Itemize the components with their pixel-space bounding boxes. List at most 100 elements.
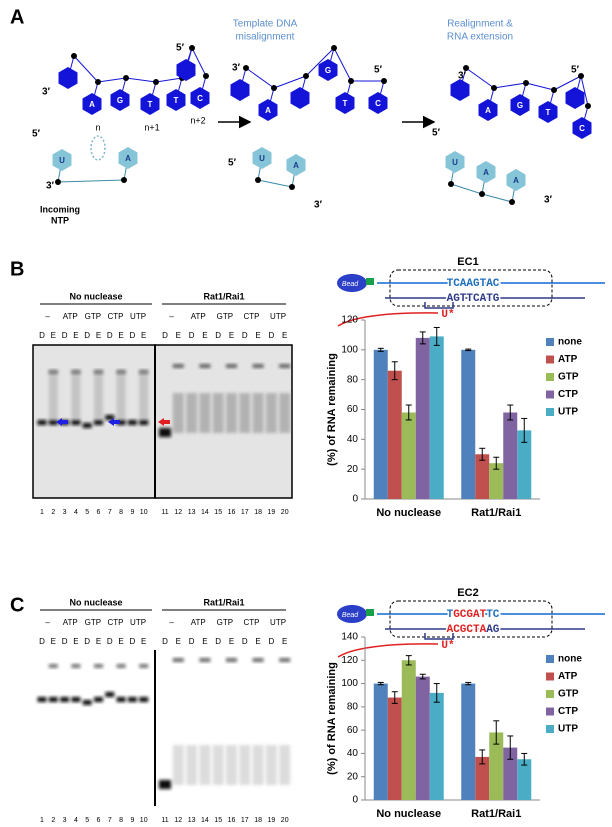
backbone [73, 55, 99, 83]
sequence: TGCGATTC [447, 609, 500, 621]
band [199, 658, 211, 662]
smear [279, 745, 291, 785]
treatment-label: CTP [243, 618, 259, 627]
step-label: misalignment [236, 32, 295, 43]
lane-type: D [84, 331, 90, 340]
bar [373, 349, 388, 499]
panel-label: B [10, 258, 24, 280]
dashed-box [389, 269, 553, 307]
treatment-label: CTP [243, 312, 259, 321]
base-letter: C [579, 124, 585, 133]
lane-number: 10 [140, 509, 148, 516]
strand-end: 3′ [458, 71, 467, 82]
y-axis-label: (%) of RNA remaining [326, 662, 338, 775]
lane-number: 13 [188, 817, 196, 824]
panel-label: A [10, 6, 24, 28]
base-letter: G [325, 66, 331, 75]
sequence-segment: ACGCTA [447, 624, 487, 636]
linker [366, 278, 374, 285]
nucleotide [478, 99, 498, 121]
lane-number: 20 [281, 817, 289, 824]
strand-end: 3′ [314, 200, 323, 211]
bar [517, 759, 532, 800]
legend-label: GTP [558, 372, 579, 383]
step-label: RNA extension [447, 32, 513, 43]
backbone [525, 82, 555, 91]
phosphate [348, 78, 354, 84]
smear [212, 393, 224, 433]
base-letter: C [197, 94, 203, 103]
lane-number: 12 [174, 509, 182, 516]
lane-number: 8 [119, 817, 123, 824]
bead [337, 605, 367, 623]
marker-arrow [158, 418, 170, 426]
gel-group: No nuclease [69, 597, 122, 607]
treatment-label: ATP [191, 618, 206, 627]
nucleotide [476, 161, 496, 183]
lane-type: D [162, 331, 168, 340]
bar [475, 756, 490, 800]
y-tick-label: 100 [341, 678, 358, 689]
x-tick-label: No nuclease [376, 507, 441, 519]
legend-label: GTP [558, 689, 579, 700]
sequence: AGTTCATG [447, 293, 500, 305]
treatment-label: CTP [107, 618, 123, 627]
band [71, 420, 81, 425]
strand-end: 5′ [571, 65, 580, 76]
base-letter: T [148, 100, 153, 109]
gel-group: Rat1/Rai1 [203, 291, 244, 301]
strand-end: 5′ [228, 158, 237, 169]
smear [139, 370, 149, 420]
lane-type: D [107, 637, 113, 646]
treatment-label: ATP [63, 312, 78, 321]
marker-arrow [108, 418, 120, 426]
lane-type: D [39, 637, 45, 646]
phosphate [491, 85, 497, 91]
panel-label: C [10, 594, 24, 616]
y-tick-label: 40 [347, 434, 359, 445]
lane-number: 16 [228, 509, 236, 516]
smear [172, 745, 184, 785]
backbone [97, 77, 127, 83]
lane-number: 4 [74, 509, 78, 516]
backbone [305, 47, 335, 77]
smear [239, 393, 251, 433]
band [71, 664, 81, 668]
gap [90, 135, 106, 161]
lane-type: E [255, 331, 260, 340]
lane-number: 14 [201, 509, 209, 516]
backbone [465, 67, 495, 89]
lane-type: D [189, 331, 195, 340]
lane-type: D [84, 637, 90, 646]
x-tick-label: Rat1/Rai1 [471, 808, 521, 820]
backbone [191, 47, 207, 77]
band [172, 658, 184, 662]
treatment-label: GTP [217, 618, 233, 627]
nucleotide [335, 92, 355, 114]
legend-label: UTP [558, 724, 578, 735]
nucleotide [290, 87, 310, 109]
lane-number: 9 [130, 817, 134, 824]
nucleotide [82, 93, 102, 115]
band [252, 658, 264, 662]
sequence: TCAAGTAC [447, 278, 500, 290]
treatment-label: – [169, 312, 174, 321]
lane-number: 5 [85, 817, 89, 824]
treatment-label: GTP [85, 312, 101, 321]
sequence-segment: GCGAT [453, 609, 486, 621]
smear [48, 370, 58, 420]
phosphate [448, 181, 454, 187]
treatment-label: UTP [270, 618, 286, 627]
backbone [155, 77, 183, 83]
band [226, 364, 237, 368]
lane-type: E [282, 637, 287, 646]
lane-type: E [118, 637, 123, 646]
lane-number: 12 [174, 817, 182, 824]
phosphate [509, 199, 515, 205]
nucleotide [52, 149, 72, 171]
band [37, 697, 47, 702]
band [105, 692, 115, 697]
position-label: n+2 [190, 115, 205, 125]
lane-number: 19 [268, 817, 276, 824]
bar [401, 660, 416, 800]
